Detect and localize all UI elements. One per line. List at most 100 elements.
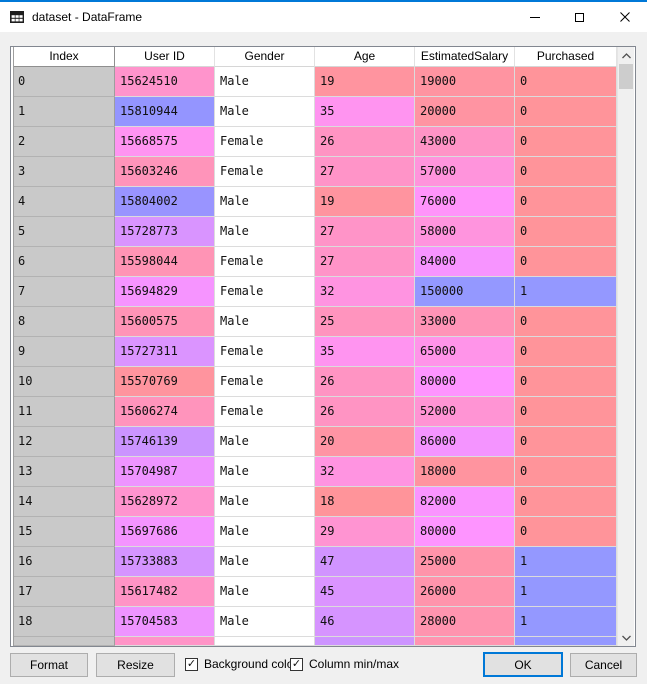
row-index-12[interactable]: 12	[14, 427, 115, 457]
format-button[interactable]: Format	[10, 653, 88, 677]
cell-1-estimatedsalary[interactable]: 20000	[415, 97, 515, 127]
column-header-age[interactable]: Age	[315, 47, 415, 67]
cell-0-purchased[interactable]: 0	[515, 67, 617, 97]
cell-12-age[interactable]: 20	[315, 427, 415, 457]
cell-18-age[interactable]: 46	[315, 607, 415, 637]
row-index-9[interactable]: 9	[14, 337, 115, 367]
cell-18-gender[interactable]: Male	[215, 607, 315, 637]
background-color-checkbox[interactable]: ✓ Background color	[185, 657, 297, 671]
cell-10-gender[interactable]: Female	[215, 367, 315, 397]
close-button[interactable]	[602, 2, 647, 32]
cell-6-purchased[interactable]: 0	[515, 247, 617, 277]
cell-3-gender[interactable]: Female	[215, 157, 315, 187]
cell-14-gender[interactable]: Male	[215, 487, 315, 517]
cell-7-estimatedsalary[interactable]: 150000	[415, 277, 515, 307]
row-index-1[interactable]: 1	[14, 97, 115, 127]
row-index-11[interactable]: 11	[14, 397, 115, 427]
cell-11-gender[interactable]: Female	[215, 397, 315, 427]
cell-5-gender[interactable]: Male	[215, 217, 315, 247]
cell-0-gender[interactable]: Male	[215, 67, 315, 97]
cell-18-estimatedsalary[interactable]: 28000	[415, 607, 515, 637]
cell-16-estimatedsalary[interactable]: 25000	[415, 547, 515, 577]
column-header-user-id[interactable]: User ID	[115, 47, 215, 67]
index-column-header[interactable]: Index	[14, 47, 115, 67]
cell-6-gender[interactable]: Female	[215, 247, 315, 277]
cell-13-user-id[interactable]: 15704987	[115, 457, 215, 487]
cell-2-user-id[interactable]: 15668575	[115, 127, 215, 157]
cell-4-gender[interactable]: Male	[215, 187, 315, 217]
cell-13-age[interactable]: 32	[315, 457, 415, 487]
row-index-2[interactable]: 2	[14, 127, 115, 157]
row-index-5[interactable]: 5	[14, 217, 115, 247]
column-header-gender[interactable]: Gender	[215, 47, 315, 67]
cell-17-estimatedsalary[interactable]: 26000	[415, 577, 515, 607]
cell-8-gender[interactable]: Male	[215, 307, 315, 337]
cell-0-estimatedsalary[interactable]: 19000	[415, 67, 515, 97]
cell-16-purchased[interactable]: 1	[515, 547, 617, 577]
cell-14-purchased[interactable]: 0	[515, 487, 617, 517]
cell-9-estimatedsalary[interactable]: 65000	[415, 337, 515, 367]
cell-18-user-id[interactable]: 15704583	[115, 607, 215, 637]
vertical-scrollbar[interactable]	[617, 47, 634, 646]
cell-13-estimatedsalary[interactable]: 18000	[415, 457, 515, 487]
cell-16-user-id[interactable]: 15733883	[115, 547, 215, 577]
row-index-4[interactable]: 4	[14, 187, 115, 217]
cell-11-age[interactable]: 26	[315, 397, 415, 427]
scroll-down-button[interactable]	[618, 629, 634, 646]
cell-11-user-id[interactable]: 15606274	[115, 397, 215, 427]
cell-15-purchased[interactable]: 0	[515, 517, 617, 547]
cell-1-purchased[interactable]: 0	[515, 97, 617, 127]
cell-11-purchased[interactable]: 0	[515, 397, 617, 427]
cell-6-age[interactable]: 27	[315, 247, 415, 277]
row-index-15[interactable]: 15	[14, 517, 115, 547]
row-index-13[interactable]: 13	[14, 457, 115, 487]
cell-2-age[interactable]: 26	[315, 127, 415, 157]
row-index-14[interactable]: 14	[14, 487, 115, 517]
cell-9-age[interactable]: 35	[315, 337, 415, 367]
cell-3-user-id[interactable]: 15603246	[115, 157, 215, 187]
cell-7-purchased[interactable]: 1	[515, 277, 617, 307]
cell-4-purchased[interactable]: 0	[515, 187, 617, 217]
cell-16-age[interactable]: 47	[315, 547, 415, 577]
cell-0-age[interactable]: 19	[315, 67, 415, 97]
cell-1-gender[interactable]: Male	[215, 97, 315, 127]
ok-button[interactable]: OK	[483, 652, 563, 677]
column-header-purchased[interactable]: Purchased	[515, 47, 617, 67]
column-header-estimatedsalary[interactable]: EstimatedSalary	[415, 47, 515, 67]
cell-14-user-id[interactable]: 15628972	[115, 487, 215, 517]
resize-button[interactable]: Resize	[96, 653, 175, 677]
cell-4-estimatedsalary[interactable]: 76000	[415, 187, 515, 217]
minimize-button[interactable]	[512, 2, 557, 32]
cell-13-purchased[interactable]: 0	[515, 457, 617, 487]
cell-17-user-id[interactable]: 15617482	[115, 577, 215, 607]
cell-11-estimatedsalary[interactable]: 52000	[415, 397, 515, 427]
cell-15-estimatedsalary[interactable]: 80000	[415, 517, 515, 547]
row-index-3[interactable]: 3	[14, 157, 115, 187]
cell-6-user-id[interactable]: 15598044	[115, 247, 215, 277]
cell-18-purchased[interactable]: 1	[515, 607, 617, 637]
cell-17-purchased[interactable]: 1	[515, 577, 617, 607]
scroll-up-button[interactable]	[618, 47, 634, 64]
cell-1-user-id[interactable]: 15810944	[115, 97, 215, 127]
cell-13-gender[interactable]: Male	[215, 457, 315, 487]
cell-15-age[interactable]: 29	[315, 517, 415, 547]
cell-partial-user-id[interactable]	[115, 637, 215, 646]
cell-10-estimatedsalary[interactable]: 80000	[415, 367, 515, 397]
cell-8-user-id[interactable]: 15600575	[115, 307, 215, 337]
maximize-button[interactable]	[557, 2, 602, 32]
cell-12-gender[interactable]: Male	[215, 427, 315, 457]
cell-10-purchased[interactable]: 0	[515, 367, 617, 397]
cell-5-purchased[interactable]: 0	[515, 217, 617, 247]
cell-15-gender[interactable]: Male	[215, 517, 315, 547]
row-index-8[interactable]: 8	[14, 307, 115, 337]
cell-16-gender[interactable]: Male	[215, 547, 315, 577]
cancel-button[interactable]: Cancel	[570, 653, 637, 677]
row-index-10[interactable]: 10	[14, 367, 115, 397]
cell-6-estimatedsalary[interactable]: 84000	[415, 247, 515, 277]
row-index-18[interactable]: 18	[14, 607, 115, 637]
cell-5-estimatedsalary[interactable]: 58000	[415, 217, 515, 247]
cell-10-user-id[interactable]: 15570769	[115, 367, 215, 397]
cell-15-user-id[interactable]: 15697686	[115, 517, 215, 547]
cell-1-age[interactable]: 35	[315, 97, 415, 127]
cell-12-estimatedsalary[interactable]: 86000	[415, 427, 515, 457]
